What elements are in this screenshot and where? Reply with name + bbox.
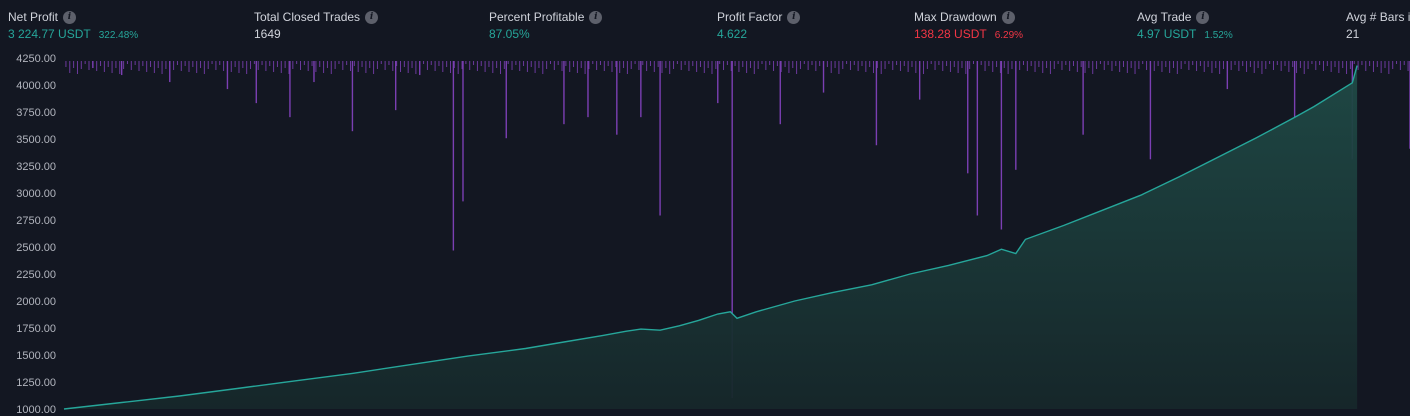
y-tick-label: 3000.00 <box>16 188 56 200</box>
metric-value: 4.622 <box>717 27 748 41</box>
metric-label: Profit Factor <box>717 10 783 24</box>
metric-value: 87.05% <box>489 27 530 41</box>
y-tick-label: 4000.00 <box>16 80 56 92</box>
info-icon[interactable]: i <box>365 10 379 24</box>
metric-value: 1649 <box>254 27 281 41</box>
y-tick-label: 2000.00 <box>16 296 56 308</box>
info-icon[interactable]: i <box>1001 10 1015 24</box>
equity-chart[interactable]: 4250.00 4000.00 3750.00 3500.00 3250.00 3000.… <box>0 50 1410 416</box>
metric-profit-factor: Profit Factor i 4.622 <box>717 8 801 45</box>
metric-label: Percent Profitable <box>489 10 585 24</box>
y-tick-label: 1500.00 <box>16 350 56 362</box>
metric-label: Max Drawdown <box>914 10 997 24</box>
metric-label: Total Closed Trades <box>254 10 361 24</box>
y-tick-label: 2250.00 <box>16 269 56 281</box>
y-tick-label: 3250.00 <box>16 161 56 173</box>
equity-chart-svg[interactable]: 4250.00 4000.00 3750.00 3500.00 3250.00 3000.… <box>0 50 1410 416</box>
equity-area <box>64 65 1358 409</box>
info-icon[interactable]: i <box>787 10 801 24</box>
metric-max-drawdown: Max Drawdown i 138.28 USDT 6.29% <box>914 8 1023 45</box>
y-tick-label: 3750.00 <box>16 107 56 119</box>
metric-label: Net Profit <box>8 10 59 24</box>
y-tick-label: 4250.00 <box>16 53 56 65</box>
metric-avg-bars: Avg # Bars in 21 <box>1346 8 1410 45</box>
equity-curve <box>63 65 1358 410</box>
metric-value: 3 224.77 USDT <box>8 27 91 41</box>
metric-net-profit: Net Profit i 3 224.77 USDT 322.48% <box>8 8 138 45</box>
y-tick-label: 1750.00 <box>16 323 56 335</box>
info-icon[interactable]: i <box>589 10 603 24</box>
y-tick-label: 2500.00 <box>16 242 56 254</box>
y-tick-label: 2750.00 <box>16 215 56 227</box>
info-icon[interactable]: i <box>1196 10 1210 24</box>
metric-percent-profitable: Percent Profitable i 87.05% <box>489 8 603 45</box>
equity-line <box>63 65 1358 410</box>
metric-sub-value: 322.48% <box>98 30 139 41</box>
performance-metrics-bar: Net Profit i 3 224.77 USDT 322.48% Total… <box>0 0 1410 52</box>
metric-value: 4.97 USDT <box>1137 27 1197 41</box>
y-tick-label: 1000.00 <box>16 404 56 416</box>
metric-avg-trade: Avg Trade i 4.97 USDT 1.52% <box>1137 8 1233 45</box>
y-tick-label: 3500.00 <box>16 134 56 146</box>
metric-total-closed-trades: Total Closed Trades i 1649 <box>254 8 379 45</box>
y-tick-label: 1250.00 <box>16 377 56 389</box>
info-icon[interactable]: i <box>63 10 77 24</box>
metric-sub-value: 1.52% <box>1204 30 1233 41</box>
y-axis: 4250.00 4000.00 3750.00 3500.00 3250.00 3000.… <box>16 53 56 416</box>
metric-label: Avg Trade <box>1137 10 1192 24</box>
metric-label: Avg # Bars in <box>1346 10 1410 24</box>
metric-value: 138.28 USDT <box>914 27 987 41</box>
drawdown-bars <box>65 61 1410 398</box>
metric-sub-value: 6.29% <box>994 30 1024 41</box>
metric-value: 21 <box>1346 27 1360 41</box>
